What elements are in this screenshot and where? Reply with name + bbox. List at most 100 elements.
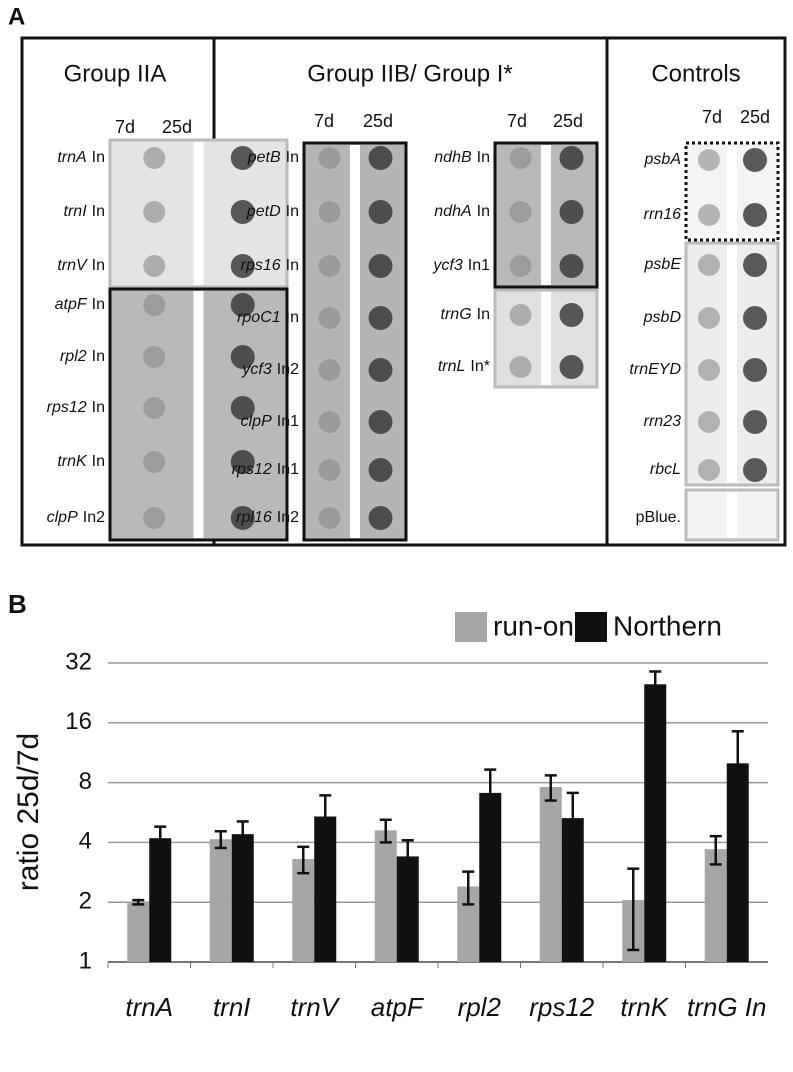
column-label: 25d	[740, 107, 770, 127]
row-label: rps12 In	[47, 399, 105, 416]
row-label: trnA In	[57, 149, 105, 166]
blot-gap	[541, 292, 551, 385]
group-title: Group IIA	[64, 60, 167, 87]
dot-7d	[143, 147, 166, 169]
x-tick-label: trnG In	[687, 992, 767, 1022]
dot-7d	[698, 204, 720, 226]
intron-name: In	[286, 203, 299, 220]
gene-name: ndhA	[434, 203, 471, 220]
dot-7d	[698, 359, 720, 381]
error-bar	[297, 845, 310, 875]
error-bar	[484, 768, 497, 827]
gene-name: clpP	[47, 509, 78, 526]
row-label: rrn16	[644, 206, 681, 223]
row-label: rps12 In1	[232, 461, 299, 478]
dot-25d	[230, 345, 255, 369]
dot-25d	[743, 458, 767, 482]
row-label: petB In	[247, 149, 299, 166]
bar	[479, 792, 502, 962]
gene-name: atpF	[55, 296, 88, 313]
gene-name: rps16	[241, 257, 281, 274]
dot-7d	[318, 459, 341, 481]
row-label: clpP In2	[47, 509, 105, 526]
y-tick-label: 8	[79, 768, 92, 795]
intron-name: In	[92, 296, 105, 313]
dot-25d	[559, 254, 584, 278]
intron-name: In	[92, 149, 105, 166]
dot-25d	[559, 200, 584, 224]
dot-7d	[143, 507, 166, 529]
intron-name: In	[92, 399, 105, 416]
x-tick-label: trnA	[125, 992, 174, 1022]
y-tick-label: 16	[65, 708, 92, 735]
intron-name: In*	[470, 358, 490, 375]
column-label: 25d	[162, 117, 192, 137]
x-tick-label: trnK	[620, 992, 669, 1022]
dot-7d	[698, 411, 720, 433]
panel-frame	[20, 36, 787, 547]
row-label: rpl16 In2	[236, 509, 299, 526]
dot-25d	[559, 355, 584, 379]
intron-name: In2	[277, 361, 299, 378]
dot-7d	[318, 359, 341, 381]
gene-name: petD	[246, 203, 281, 220]
error-bar	[236, 820, 249, 851]
error-bar	[544, 774, 557, 802]
dot-25d	[230, 396, 255, 420]
row-label: atpF In	[55, 296, 105, 313]
y-tick-label: 4	[79, 828, 92, 855]
bar	[396, 856, 419, 962]
y-axis-label: ratio 25d/7d	[12, 733, 45, 891]
dot-25d	[743, 148, 767, 172]
gene-name: trnL	[438, 358, 466, 375]
column-label: 25d	[553, 111, 583, 131]
gene-name: clpP	[241, 413, 272, 430]
dot-25d	[230, 254, 255, 278]
row-label: psbE	[644, 256, 682, 273]
dot-7d	[509, 147, 532, 169]
group-title: Group IIB/ Group I*	[307, 60, 512, 87]
error-bar	[401, 839, 414, 878]
bar	[314, 816, 337, 962]
gene-name: petB	[247, 149, 281, 166]
blot-gap	[350, 145, 360, 538]
dot-25d	[368, 506, 393, 530]
row-label: ycf3 In1	[432, 257, 490, 274]
blot-gap	[727, 492, 737, 538]
intron-name: In	[286, 257, 299, 274]
legend-swatch	[575, 612, 607, 642]
column-label: 7d	[115, 117, 135, 137]
dot-7d	[318, 255, 341, 277]
x-tick-label: atpF	[370, 992, 423, 1022]
dot-7d	[698, 149, 720, 171]
intron-name: In	[286, 309, 299, 326]
intron-name: In	[92, 203, 105, 220]
dot-7d	[509, 201, 532, 223]
bar	[539, 787, 562, 962]
blot-gap	[727, 145, 737, 238]
bar	[231, 834, 254, 962]
dot-7d	[318, 507, 341, 529]
error-bar	[132, 898, 145, 906]
x-tick-label: trnV	[290, 992, 339, 1022]
row-label: trnV In	[57, 257, 105, 274]
bar	[704, 849, 727, 962]
dot-25d	[230, 293, 255, 317]
intron-name: In	[477, 203, 490, 220]
bar	[127, 902, 150, 962]
blot-gap	[727, 245, 737, 483]
panel-label: B	[8, 589, 27, 619]
row-label: clpP In1	[241, 413, 299, 430]
row-label: rrn23	[644, 413, 681, 430]
dot-7d	[318, 411, 341, 433]
bar	[149, 838, 172, 962]
row-label: rpoC1 In	[237, 309, 299, 326]
gene-name: ndhB	[434, 149, 472, 166]
column-label: 7d	[314, 111, 334, 131]
gene-name: rrn16	[644, 206, 681, 223]
legend-label: Northern	[613, 610, 722, 641]
intron-name: In	[92, 348, 105, 365]
dot-25d	[743, 253, 767, 277]
bar	[209, 839, 232, 962]
column-label: 7d	[507, 111, 527, 131]
